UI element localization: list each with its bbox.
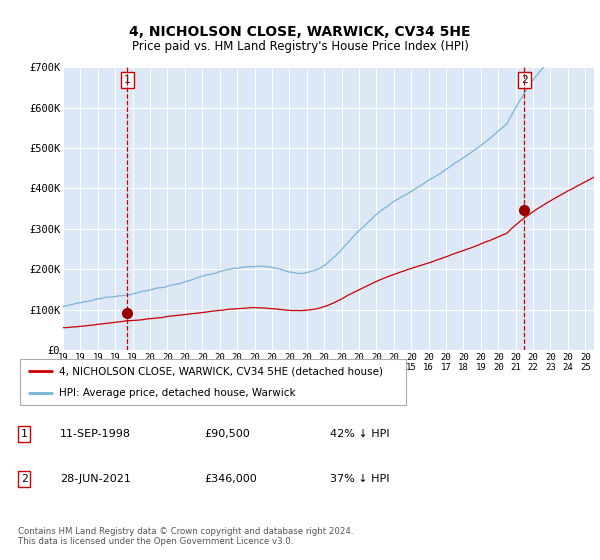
Text: Price paid vs. HM Land Registry's House Price Index (HPI): Price paid vs. HM Land Registry's House …: [131, 40, 469, 53]
FancyBboxPatch shape: [20, 360, 406, 405]
Text: 4, NICHOLSON CLOSE, WARWICK, CV34 5HE: 4, NICHOLSON CLOSE, WARWICK, CV34 5HE: [129, 25, 471, 39]
Text: 2: 2: [521, 75, 528, 85]
Text: 42% ↓ HPI: 42% ↓ HPI: [330, 429, 389, 439]
Text: 2: 2: [20, 474, 28, 484]
Text: 1: 1: [124, 75, 131, 85]
Text: Contains HM Land Registry data © Crown copyright and database right 2024.
This d: Contains HM Land Registry data © Crown c…: [18, 526, 353, 546]
Text: HPI: Average price, detached house, Warwick: HPI: Average price, detached house, Warw…: [59, 388, 296, 398]
Text: £90,500: £90,500: [204, 429, 250, 439]
Text: 37% ↓ HPI: 37% ↓ HPI: [330, 474, 389, 484]
Text: 4, NICHOLSON CLOSE, WARWICK, CV34 5HE (detached house): 4, NICHOLSON CLOSE, WARWICK, CV34 5HE (d…: [59, 366, 383, 376]
Text: £346,000: £346,000: [204, 474, 257, 484]
Text: 1: 1: [20, 429, 28, 439]
Text: 11-SEP-1998: 11-SEP-1998: [60, 429, 131, 439]
Text: 28-JUN-2021: 28-JUN-2021: [60, 474, 131, 484]
